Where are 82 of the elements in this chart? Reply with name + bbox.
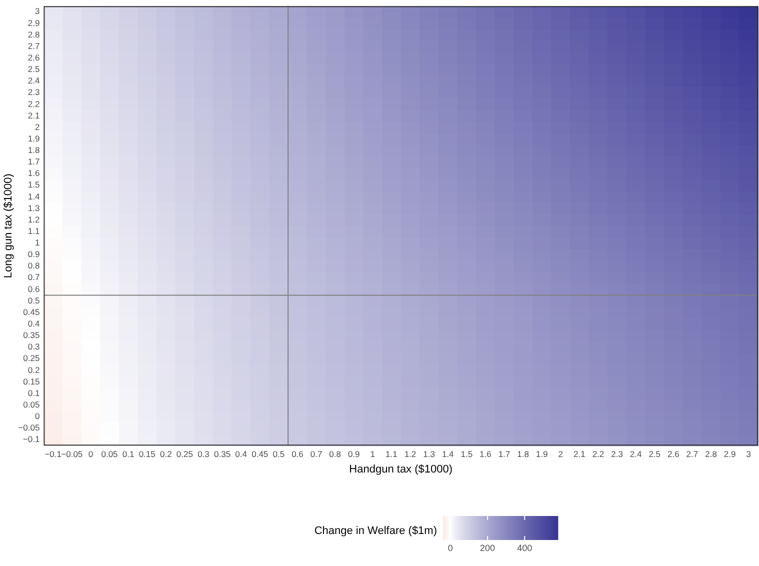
y-tick-label: 1.6 — [28, 168, 40, 178]
y-tick-label: 1.4 — [28, 191, 40, 202]
y-tick-label: 0.6 — [28, 284, 40, 294]
y-tick-label: 2.2 — [28, 98, 40, 109]
x-tick-label: −0.05 — [61, 449, 83, 460]
x-tick-label: 0.4 — [235, 449, 248, 460]
x-tick-label: 0.2 — [160, 449, 172, 460]
y-tick-label: 2.4 — [28, 76, 40, 86]
x-tick-label: 1.4 — [442, 449, 454, 460]
color-bar-label: 400 — [517, 542, 532, 553]
x-tick-label: 0.3 — [198, 449, 210, 460]
x-tick-label: 2.2 — [592, 449, 604, 460]
y-tick-label: 0.45 — [23, 306, 40, 317]
x-tick-label: 1.6 — [480, 449, 492, 460]
y-tick-label: 2.1 — [28, 110, 40, 120]
x-tick-label: −0.1 — [44, 449, 62, 460]
x-tick-label: 0.8 — [329, 449, 342, 460]
y-tick-label: 1.5 — [28, 180, 40, 190]
x-tick-label: 0.05 — [101, 449, 118, 460]
y-tick-label: 0 — [34, 411, 40, 422]
x-tick-label: 1.5 — [460, 449, 473, 460]
x-tick-label: 1 — [370, 449, 376, 460]
y-tick-label: 0.1 — [28, 388, 40, 398]
x-tick-label: 0.45 — [252, 449, 268, 460]
y-tick-label: 0.3 — [28, 342, 40, 352]
y-tick-label: 0.2 — [28, 364, 40, 375]
y-tick-label: 1.8 — [28, 145, 40, 156]
x-tick-label: 0.25 — [176, 449, 194, 460]
x-tick-label: 0.9 — [348, 449, 360, 460]
x-tick-label: 2.3 — [611, 449, 624, 460]
y-tick-label: 0.4 — [28, 318, 40, 329]
x-tick-label: 0 — [88, 449, 94, 460]
y-tick-label: 2 — [34, 122, 40, 132]
x-tick-label: 2.9 — [724, 449, 736, 460]
x-tick-label: 0.7 — [310, 449, 322, 460]
y-tick-label: 1.2 — [28, 214, 40, 224]
y-tick-label: 1.7 — [28, 156, 40, 167]
x-tick-label: 0.1 — [122, 449, 134, 460]
y-tick-label: 0.05 — [23, 399, 40, 410]
x-tick-label: 1.8 — [517, 449, 530, 460]
x-tick-label: 2.5 — [648, 449, 661, 460]
y-tick-label: 0.7 — [28, 272, 40, 282]
y-tick-label: −0.05 — [18, 422, 40, 433]
y-tick-label: 0.25 — [23, 353, 40, 364]
y-tick-label: 0.5 — [28, 295, 40, 306]
x-axis-title: Handgun tax ($1000) — [349, 463, 453, 476]
x-tick-label: 2.6 — [668, 449, 680, 460]
x-tick-label: 2.8 — [705, 449, 718, 460]
y-tick-label: 1.3 — [28, 202, 40, 213]
y-tick-label: 0.35 — [23, 330, 40, 340]
x-tick-label: 2.1 — [574, 449, 586, 460]
x-tick-label: 1.7 — [498, 449, 510, 460]
x-tick-label: 1.3 — [423, 449, 436, 460]
y-tick-label: 2.7 — [28, 40, 40, 51]
y-tick-label: 2.8 — [28, 29, 40, 40]
x-tick-label: 2.4 — [630, 449, 642, 460]
y-tick-label: 1.9 — [28, 133, 40, 144]
x-tick-label: 0.35 — [214, 449, 231, 460]
color-bar-label: 200 — [480, 542, 496, 553]
y-tick-label: 1.1 — [28, 226, 40, 236]
x-tick-label: 2 — [558, 449, 564, 460]
x-tick-label: 2.7 — [686, 449, 698, 460]
y-tick-label: 0.9 — [28, 249, 40, 260]
x-tick-label: 3 — [746, 449, 752, 460]
x-tick-label: 0.5 — [272, 449, 285, 460]
x-tick-label: 0.15 — [138, 449, 156, 460]
color-bar-title: Change in Welfare ($1m) — [314, 525, 437, 538]
color-bar-label: 0 — [448, 542, 453, 553]
y-tick-label: 2.5 — [28, 64, 40, 74]
y-tick-label: 0.8 — [28, 260, 40, 271]
y-tick-label: 2.6 — [28, 52, 40, 62]
y-tick-label: 0.15 — [23, 376, 40, 386]
y-tick-label: −0.1 — [22, 434, 40, 444]
y-axis-title: Long gun tax ($1000) — [2, 174, 15, 278]
y-tick-label: 1 — [34, 238, 40, 248]
y-tick-label: 3 — [34, 6, 40, 16]
x-tick-label: 1.2 — [404, 449, 416, 460]
y-tick-label: 2.3 — [28, 87, 40, 98]
x-tick-label: 1.9 — [536, 449, 548, 460]
y-tick-label: 2.9 — [28, 18, 40, 28]
x-tick-label: 0.6 — [292, 449, 304, 460]
x-tick-label: 1.1 — [386, 449, 398, 460]
